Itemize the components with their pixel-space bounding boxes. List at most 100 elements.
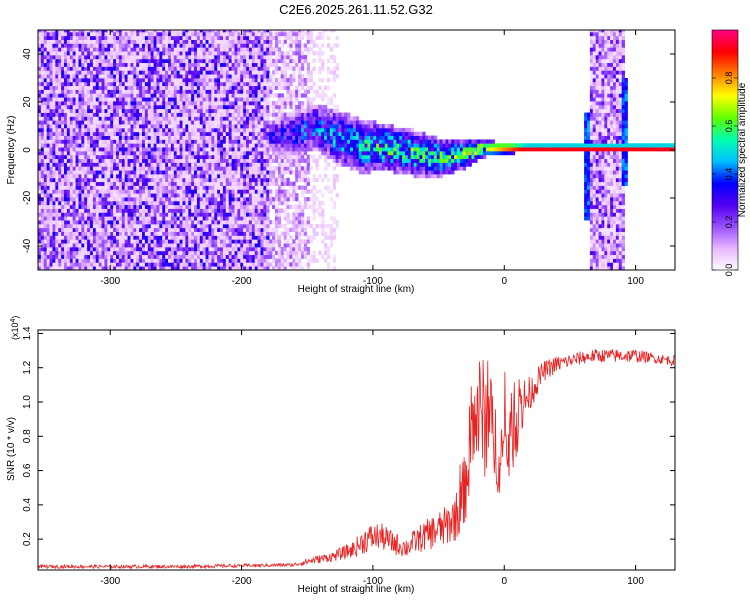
- spectrogram-cell: [127, 74, 131, 79]
- spectrogram-cell: [225, 185, 230, 190]
- spectrogram-cell: [254, 258, 258, 263]
- spectrogram-cell: [142, 97, 146, 102]
- spectrogram-cell: [61, 204, 65, 209]
- spectrogram-cell: [116, 35, 120, 40]
- spectrogram-cell: [49, 200, 53, 206]
- spectrogram-cell: [139, 78, 143, 83]
- spectrogram-cell: [49, 227, 53, 232]
- spectrogram-cell: [214, 246, 218, 252]
- spectrogram-cell: [107, 112, 111, 117]
- spectrogram-cell: [214, 85, 218, 90]
- spectrogram-cell: [251, 154, 256, 160]
- spectrogram-cell: [173, 120, 178, 125]
- spectrogram-cell: [46, 250, 50, 256]
- spectrogram-cell: [211, 158, 215, 163]
- spectrogram-cell: [124, 127, 128, 133]
- spectrogram-cell: [116, 208, 120, 213]
- spectrogram-cell: [55, 231, 59, 236]
- spectrogram-cell: [211, 220, 215, 225]
- spectrogram-cell: [113, 200, 117, 206]
- spectrogram-cell: [243, 62, 247, 67]
- spectrogram-cell: [118, 66, 123, 71]
- spectrogram-cell: [191, 78, 195, 83]
- spectrogram-cell: [95, 139, 100, 144]
- spectrogram-cell: [61, 39, 65, 44]
- spectrogram-cell: [38, 223, 42, 229]
- spectrogram-cell: [191, 97, 195, 102]
- spectrogram-cell: [87, 54, 91, 60]
- spectrogram-cell: [257, 85, 261, 90]
- spectrogram-cell: [95, 216, 100, 221]
- spectrogram-cell: [263, 239, 267, 244]
- spectrogram-cell: [144, 139, 149, 144]
- spectrogram-cell: [75, 54, 79, 60]
- spectrogram-cell: [173, 66, 178, 71]
- spectrogram-cell: [228, 66, 232, 71]
- spectrogram-cell: [217, 74, 221, 79]
- spectrogram-cell: [49, 89, 53, 94]
- spectrogram-cell: [191, 246, 195, 252]
- spectrogram-cell: [147, 31, 152, 37]
- spectrogram-cell: [234, 181, 238, 186]
- spectrogram-cell: [248, 147, 253, 152]
- spectrogram-cell: [58, 135, 62, 140]
- spectrogram-cell: [251, 181, 256, 186]
- spectrogram-cell: [110, 104, 114, 110]
- spectrogram-cell: [61, 208, 65, 213]
- spectrogram-cell: [179, 43, 183, 48]
- spectrogram-cell: [222, 189, 227, 194]
- spectrogram-cell: [118, 220, 123, 225]
- spectrogram-cell: [98, 70, 102, 75]
- spectrogram-cell: [147, 239, 152, 244]
- spectrogram-cell: [121, 78, 126, 83]
- spectrogram-cell: [142, 39, 146, 44]
- spectrogram-cell: [234, 193, 238, 198]
- spectrogram-cell: [104, 166, 108, 171]
- spectrogram-cell: [136, 223, 140, 229]
- spectrogram-cell: [147, 30, 152, 33]
- spectrogram-cell: [162, 58, 166, 64]
- spectrogram-cell: [156, 78, 160, 83]
- spectrogram-cell: [127, 246, 131, 252]
- spectrogram-cell: [116, 250, 120, 256]
- spectrogram-cell: [87, 124, 91, 129]
- spectrogram-cell: [43, 51, 48, 56]
- spectrogram-cell: [92, 108, 97, 113]
- spectrogram-cell: [251, 89, 256, 94]
- spectrogram-cell: [144, 177, 149, 183]
- spectrogram-cell: [254, 139, 258, 144]
- spectrogram-cell: [61, 66, 65, 71]
- spectrogram-cell: [237, 189, 241, 194]
- spectrogram-cell: [58, 35, 62, 40]
- spectrogram-cell: [260, 74, 264, 79]
- spectrogram-cell: [188, 227, 192, 232]
- spectrogram-cell: [130, 174, 134, 179]
- spectrogram-cell: [124, 154, 128, 160]
- spectrogram-cell: [90, 181, 94, 186]
- spectrogram-cell: [136, 200, 140, 206]
- spectrogram-cell: [64, 108, 68, 113]
- spectrogram-cell: [228, 223, 232, 229]
- spectrogram-cell: [69, 143, 74, 148]
- spectrogram-cell: [191, 150, 195, 156]
- spectrogram-cell: [222, 97, 227, 102]
- spectrogram-cell: [162, 212, 166, 217]
- spectrogram-cell: [202, 174, 206, 179]
- spectrogram-cell: [107, 250, 111, 256]
- spectrogram-cell: [87, 154, 91, 160]
- spectrogram-cell: [118, 70, 123, 75]
- spectrogram-cell: [104, 154, 108, 160]
- spectrogram-cell: [130, 81, 134, 87]
- spectrogram-cell: [266, 216, 270, 221]
- spectrogram-cell: [173, 189, 178, 194]
- spectrogram-cell: [110, 254, 114, 259]
- spectrogram-cell: [214, 235, 218, 240]
- spectrogram-cell: [104, 47, 108, 52]
- spectrogram-cell: [243, 235, 247, 240]
- spectrogram-cell: [92, 30, 97, 33]
- spectrogram-cell: [130, 89, 134, 94]
- spectrogram-cell: [260, 143, 264, 148]
- spectrogram-cell: [168, 101, 172, 106]
- spectrogram-cell: [237, 254, 241, 259]
- spectrogram-cell: [87, 231, 91, 236]
